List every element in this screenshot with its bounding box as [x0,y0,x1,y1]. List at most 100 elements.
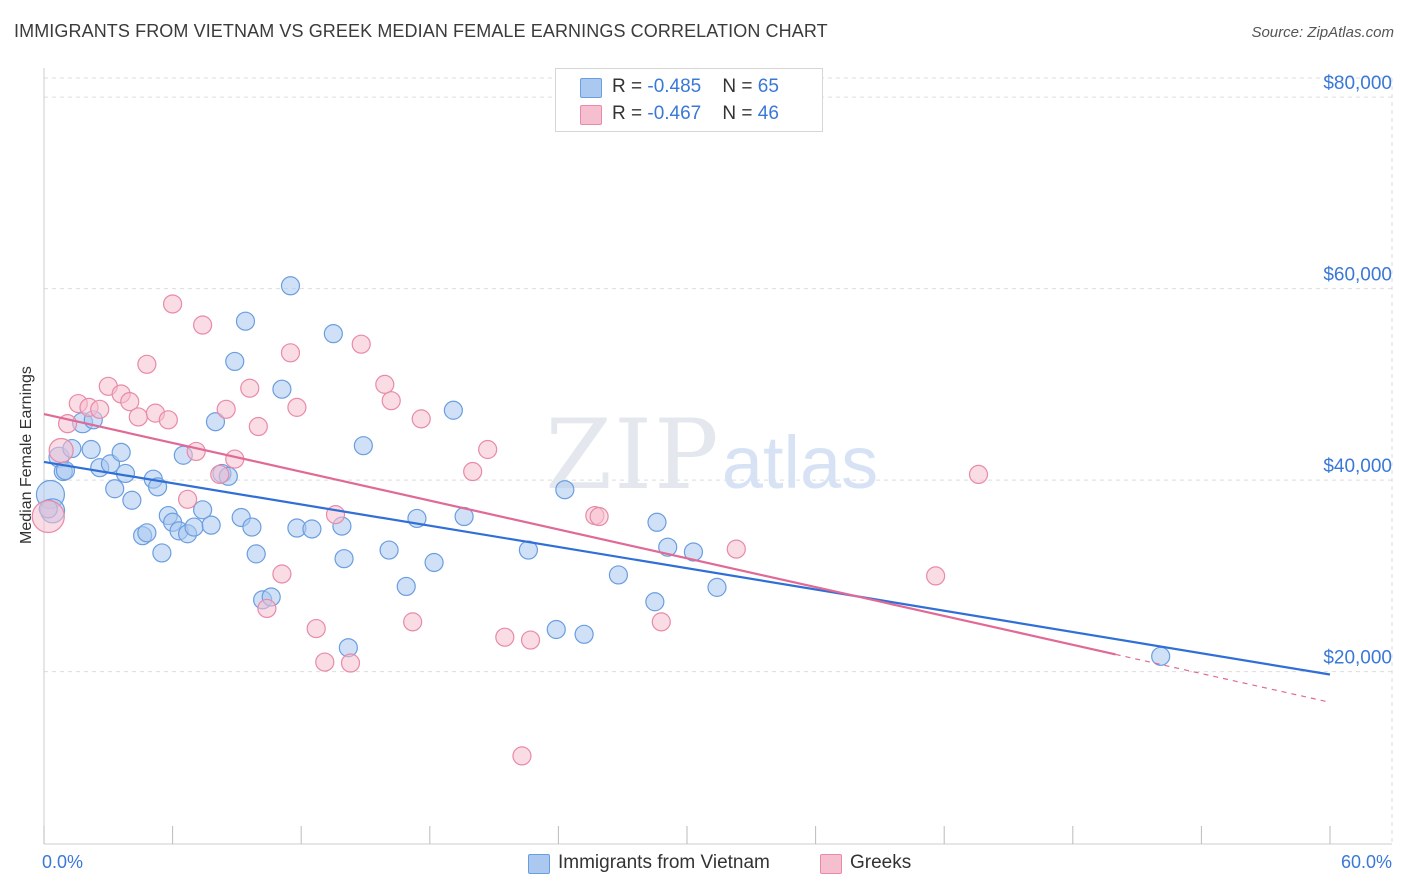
watermark: ZIP atlas [545,399,878,511]
greek-point [257,598,277,619]
greek-n-value: 46 [757,103,779,124]
vietnam-point [683,542,704,562]
vietnam-point [574,624,594,644]
vietnam-point [201,515,221,535]
source-credit: Source: ZipAtlas.com [1251,24,1394,41]
vietnam-point [205,412,226,432]
vietnam-point [111,442,131,462]
greek-n-label: N = [722,103,758,124]
vietnam-point [184,517,204,537]
vietnam-point [379,540,399,560]
vietnam-point [396,576,416,597]
greek-point [137,354,157,374]
vietnam-point [81,439,101,460]
vietnam-trend-line [43,460,1331,676]
greek-point [280,343,301,363]
vietnam-point [235,311,256,331]
greek-point [272,564,292,584]
greek-point [411,409,431,429]
greek-point [163,294,183,314]
vietnam-point [1151,646,1171,666]
greek-point [186,441,206,462]
watermark-atlas: atlas [722,421,878,504]
vietnam-point [246,544,266,564]
greek-point [306,618,326,639]
greek-point [726,539,746,559]
y-tick-label: $80,000 [1323,73,1392,94]
vietnam-r-label: R = [612,76,648,97]
vietnam-legend-label: Immigrants from Vietnam [558,852,770,873]
greek-point [240,378,260,398]
greek-trend-line [43,413,1116,656]
vietnam-r-value: -0.485 [647,76,702,97]
vietnam-point [122,490,142,510]
greek-point [90,399,110,419]
greek-point [158,410,178,430]
vietnam-point [707,577,727,597]
vietnam-point [608,565,629,585]
greek-point [178,489,198,509]
greek-point [210,464,230,485]
greek-point [48,437,74,464]
y-tick-label: $40,000 [1323,456,1392,477]
greek-r-value: -0.467 [647,103,702,124]
x-tick-label-max: 60.0% [1340,852,1392,872]
vietnam-legend-swatch [528,854,550,874]
vietnam-point [280,276,301,296]
vietnam-point [225,351,245,372]
greek-point [520,630,541,650]
greek-point [128,407,148,427]
y-axis-label: Median Female Earnings [18,366,35,544]
vietnam-point [546,619,566,640]
greek-swatch [580,105,602,125]
vietnam-n-label: N = [722,76,758,97]
y-tick-labels: $20,000 $40,000 $60,000 $80,000 [1323,73,1392,669]
greek-point [403,612,423,632]
vietnam-point [658,537,678,557]
vietnam-point [272,379,292,399]
vietnam-points [35,276,1171,666]
vietnam-point [645,592,665,612]
greek-point [120,392,140,412]
vietnam-n-value: 65 [757,76,779,97]
watermark-zip: ZIP [545,399,720,511]
greek-point [351,334,371,354]
chart-title: IMMIGRANTS FROM VIETNAM VS GREEK MEDIAN … [14,21,828,41]
greek-legend-label: Greeks [850,852,912,873]
greek-point [495,627,515,647]
series-legend: Immigrants from Vietnam Greeks [0,851,1406,879]
greek-point [968,464,989,485]
greek-point [193,315,213,335]
vietnam-point [353,436,373,456]
vietnam-point [105,479,125,499]
greek-point [463,461,483,482]
greek-points [31,294,989,766]
vietnam-point [302,519,322,539]
vietnam-point [323,324,343,344]
greek-point [926,566,946,586]
axes [43,68,1392,845]
vietnam-point [424,552,444,573]
vietnam-swatch [580,78,602,98]
y-tick-label: $20,000 [1323,648,1392,669]
greek-point [248,416,268,437]
greek-point [340,653,361,673]
vietnam-point [193,500,213,520]
greek-point [512,746,532,766]
greek-point [381,391,401,411]
greek-point [589,506,609,527]
x-tick-label-min: 0.0% [42,852,84,872]
vietnam-point [152,543,172,563]
vietnam-point [137,523,157,543]
greek-point [375,374,395,394]
greek-point [216,399,236,419]
greek-legend-swatch [820,854,842,874]
vietnam-point [647,512,667,532]
vietnam-point [334,549,354,569]
vietnam-point [555,480,575,500]
greek-trend-extension [1115,653,1331,703]
vietnam-point [242,517,262,537]
greek-point [478,439,498,460]
greek-point [315,652,335,672]
